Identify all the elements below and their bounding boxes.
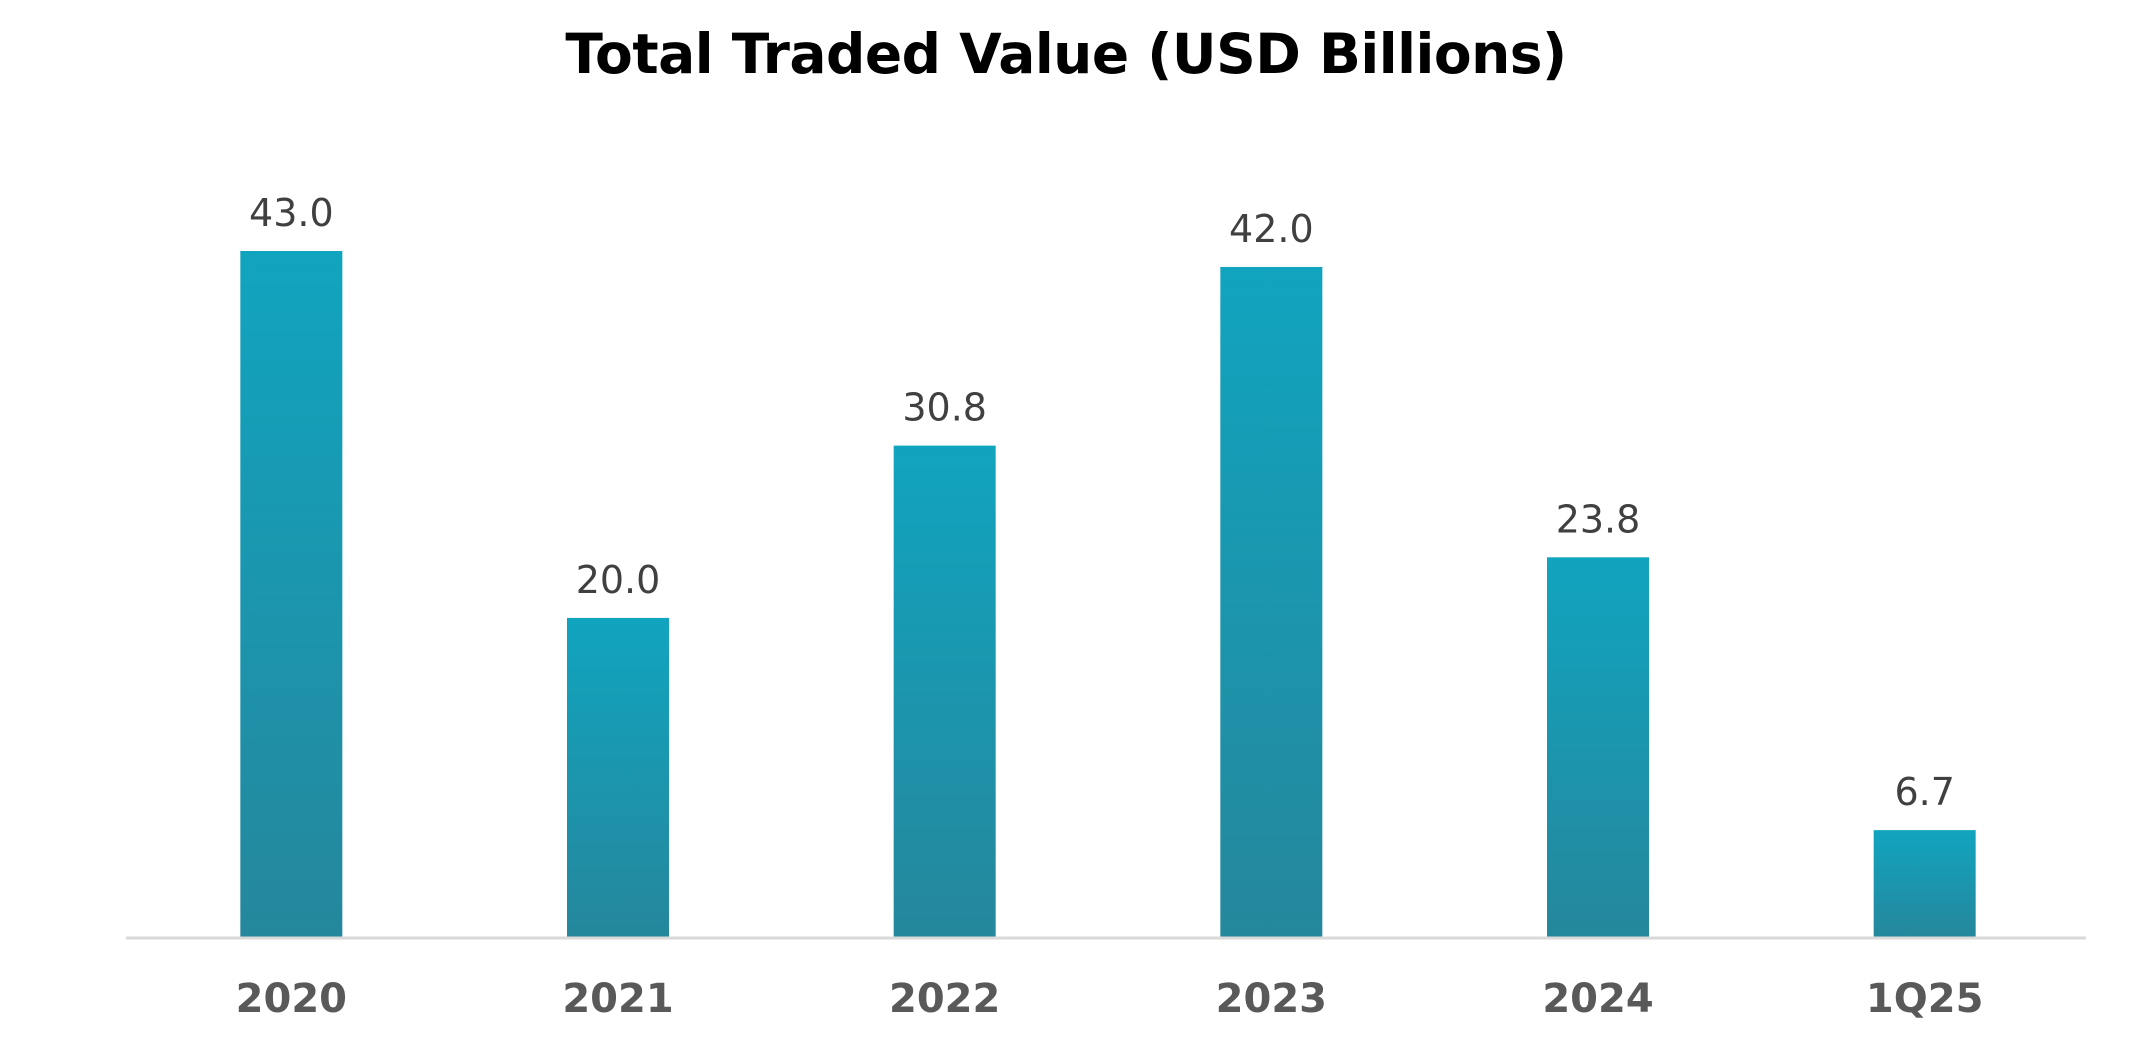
data-label-2022: 30.8 (902, 386, 987, 430)
x-tick-label-2023: 2023 (1216, 976, 1327, 1022)
data-label-2020: 43.0 (249, 191, 334, 235)
chart-title: Total Traded Value (USD Billions) (565, 22, 1567, 86)
x-tick-label-1Q25: 1Q25 (1866, 976, 1984, 1022)
x-tick-labels: 2020 2021 2022 2023 2024 1Q25 (236, 976, 1984, 1022)
data-label-2024: 23.8 (1556, 497, 1641, 541)
bar-2020 (240, 251, 343, 937)
bar-2021 (567, 617, 669, 937)
data-label-2023: 42.0 (1229, 207, 1314, 251)
data-label-1Q25: 6.7 (1894, 770, 1954, 814)
x-tick-label-2021: 2021 (562, 976, 673, 1022)
bar-2024 (1547, 557, 1649, 937)
data-label-2021: 20.0 (576, 558, 661, 602)
bar-2022 (893, 445, 996, 937)
x-tick-label-2024: 2024 (1542, 976, 1653, 1022)
x-tick-label-2022: 2022 (889, 976, 1000, 1022)
bars-layer (240, 251, 1976, 937)
bar-1Q25 (1873, 830, 1976, 937)
x-tick-label-2020: 2020 (236, 976, 347, 1022)
value-labels-layer: 43.0 20.0 30.8 42.0 23.8 6.7 (249, 191, 1955, 814)
bar-2023 (1220, 266, 1323, 937)
